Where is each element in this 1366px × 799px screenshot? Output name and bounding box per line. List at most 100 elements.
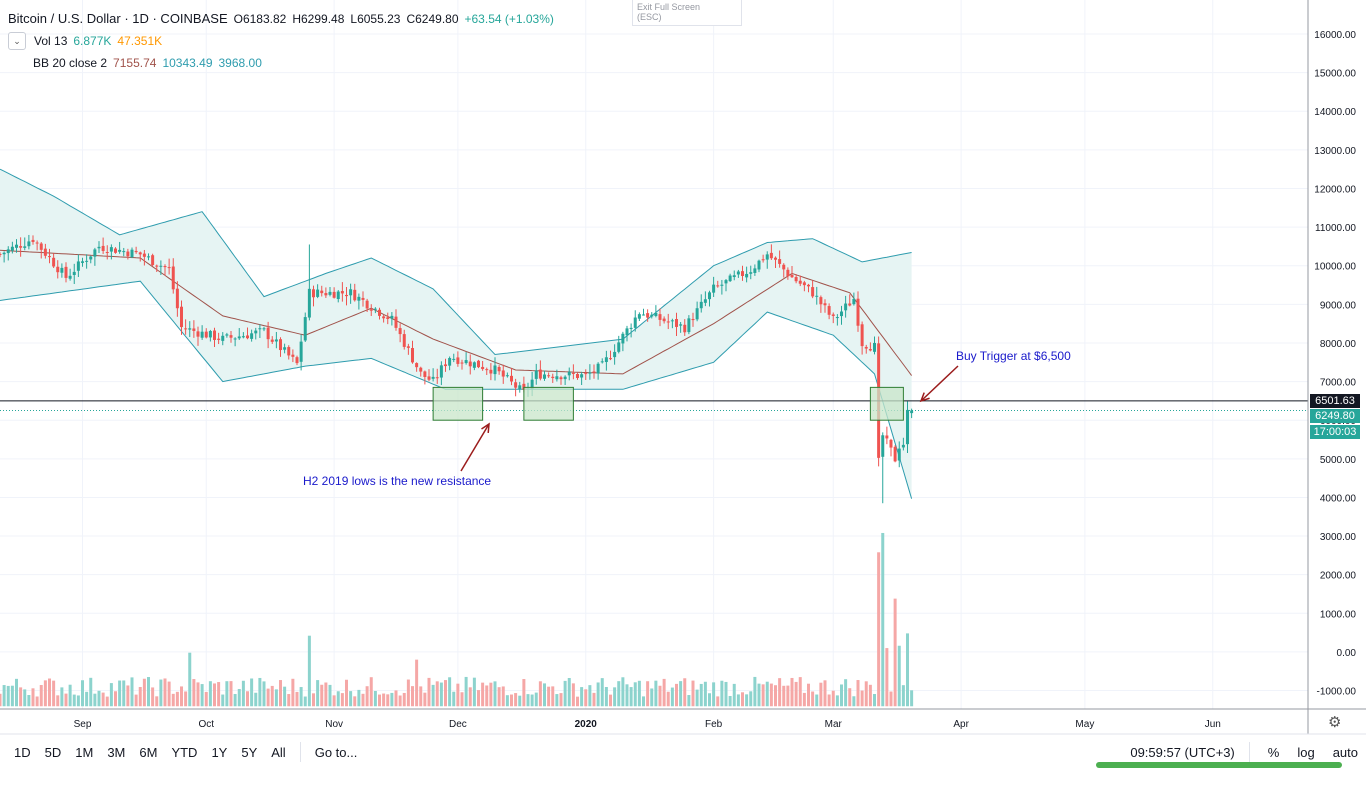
bb-label[interactable]: BB 20 close 2 (33, 56, 108, 70)
candle-body (10, 246, 14, 251)
volume-bar (757, 683, 761, 707)
volume-bar (782, 685, 786, 707)
chevron-down-icon[interactable]: ⌄ (8, 32, 26, 50)
log-scale-button[interactable]: log (1297, 744, 1315, 760)
candle-body (394, 316, 398, 328)
volume-bar (716, 696, 720, 707)
candle-body (270, 339, 274, 342)
timeframe-5y[interactable]: 5Y (241, 744, 258, 760)
x-tick-label: Feb (705, 719, 723, 730)
timeframe-5d[interactable]: 5D (44, 744, 62, 760)
percent-scale-button[interactable]: % (1267, 744, 1280, 760)
timeframe-ytd[interactable]: YTD (171, 744, 198, 760)
volume-bar (217, 682, 221, 707)
volume-bar (518, 695, 522, 707)
candle-body (551, 376, 555, 379)
candle-body (807, 284, 810, 287)
candle-body (782, 264, 786, 270)
volume-bar (415, 659, 419, 707)
candle-body (823, 303, 827, 306)
legend-symbol-row: Bitcoin / U.S. Dollar · 1D · COINBASE O6… (8, 8, 554, 30)
candle-body (629, 327, 633, 329)
candle-body (831, 314, 835, 316)
legend-low: L6055.23 (350, 12, 401, 26)
timeframe-1y[interactable]: 1Y (211, 744, 228, 760)
timeframe-6m[interactable]: 6M (139, 744, 158, 760)
candle-body (23, 246, 27, 248)
volume-bar (687, 695, 691, 707)
exit-fullscreen-button[interactable]: Exit Full Screen (ESC) (632, 0, 742, 26)
volume-bar (378, 694, 381, 707)
resistance-annotation: H2 2019 lows is the new resistance (303, 474, 492, 488)
volume-bar (274, 689, 278, 707)
volume-bar (196, 682, 200, 707)
candle-body (650, 314, 654, 317)
volume-bar (732, 683, 736, 707)
volume-bar (142, 678, 146, 707)
volume-bar (167, 681, 171, 707)
candle-body (439, 365, 443, 378)
candle-body (130, 249, 134, 258)
timeframe-1m[interactable]: 1M (75, 744, 94, 760)
candle-body (468, 361, 472, 367)
volume-bar (456, 683, 460, 707)
candle-body (0, 253, 2, 255)
volume-bar (287, 694, 291, 707)
volume-bar (23, 689, 27, 707)
volume-bar (72, 694, 76, 707)
timeframe-1d[interactable]: 1D (14, 744, 31, 760)
volume-bar (439, 682, 443, 707)
candle-body (35, 242, 39, 244)
volume-bar (522, 679, 526, 707)
timeframe-all[interactable]: All (271, 744, 286, 760)
buy-trigger-annotation: Buy Trigger at $6,500 (956, 349, 1071, 363)
clock-display[interactable]: 09:59:57 (UTC+3) (1130, 744, 1235, 760)
volume-bar (699, 683, 703, 707)
volume-bar (774, 685, 777, 707)
volume-bar (361, 693, 365, 707)
volume-bar (237, 689, 241, 707)
volume-bar (629, 687, 633, 707)
x-tick-label: Nov (325, 719, 343, 730)
volume-bar (720, 680, 724, 707)
volume-bar (530, 694, 534, 707)
auto-scale-button[interactable]: auto (1332, 744, 1358, 760)
candle-body (592, 371, 596, 373)
volume-bar (745, 694, 749, 707)
volume-bar (266, 688, 270, 707)
volume-bar (691, 680, 695, 707)
gear-icon[interactable]: ⚙ (1328, 714, 1342, 731)
legend-volume-row: ⌄ Vol 13 6.877K 47.351K (8, 30, 554, 52)
symbol-title[interactable]: Bitcoin / U.S. Dollar · 1D · COINBASE (8, 11, 228, 26)
y-tick-label: 10000.00 (1314, 262, 1356, 273)
candle-body (180, 306, 183, 328)
candle-body (835, 317, 839, 319)
volume-bar (741, 692, 744, 707)
candle-body (732, 275, 736, 278)
volume-bar (320, 684, 324, 707)
volume-bar (501, 686, 505, 707)
candle-body (406, 346, 410, 348)
volume-bar (514, 693, 518, 707)
candle-body (481, 366, 485, 370)
volume-label[interactable]: Vol 13 (34, 34, 68, 48)
candle-body (328, 291, 332, 295)
candle-body (122, 251, 126, 253)
candle-body (464, 360, 468, 364)
candle-body (138, 252, 142, 255)
volume-bar (114, 691, 117, 707)
volume-bar (31, 688, 35, 707)
candle-body (250, 333, 254, 339)
volume-bars (0, 532, 914, 707)
timeframe-3m[interactable]: 3M (107, 744, 126, 760)
candle-body (609, 358, 612, 360)
volume-bar (279, 680, 282, 707)
candle-body (369, 309, 373, 311)
chart-legend: Bitcoin / U.S. Dollar · 1D · COINBASE O6… (8, 8, 554, 74)
candle-body (873, 342, 876, 352)
goto-date-button[interactable]: Go to... (314, 744, 358, 760)
candle-body (114, 248, 117, 253)
candle-body (448, 358, 452, 366)
chart-grid (0, 0, 1308, 709)
